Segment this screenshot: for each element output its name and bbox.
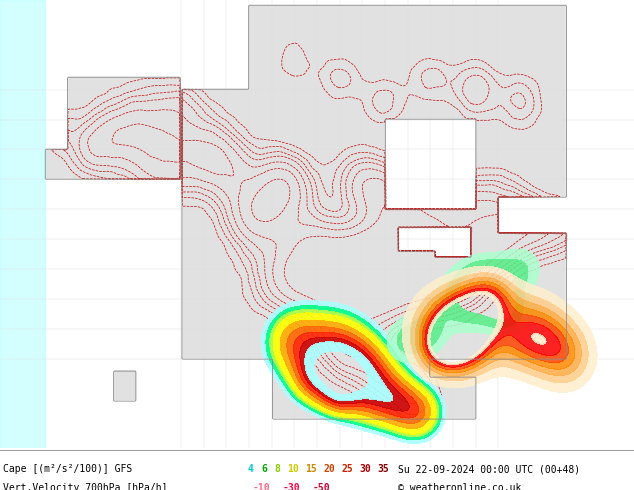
Text: 6: 6 [261, 464, 267, 474]
Text: 4: 4 [248, 464, 254, 474]
Text: 25: 25 [341, 464, 353, 474]
Text: Vert.Velocity 700hPa [hPa/h]: Vert.Velocity 700hPa [hPa/h] [3, 483, 167, 490]
Text: 30: 30 [359, 464, 371, 474]
Text: -30: -30 [283, 483, 301, 490]
Text: 10: 10 [287, 464, 299, 474]
Text: -10: -10 [253, 483, 271, 490]
Text: 15: 15 [305, 464, 317, 474]
Text: © weatheronline.co.uk: © weatheronline.co.uk [398, 483, 521, 490]
Text: 20: 20 [323, 464, 335, 474]
Text: 35: 35 [377, 464, 389, 474]
Text: Su 22-09-2024 00:00 UTC (00+48): Su 22-09-2024 00:00 UTC (00+48) [398, 464, 580, 474]
Text: 8: 8 [274, 464, 280, 474]
Text: -50: -50 [313, 483, 330, 490]
Text: Cape [(m²/s²/100)] GFS: Cape [(m²/s²/100)] GFS [3, 464, 133, 474]
